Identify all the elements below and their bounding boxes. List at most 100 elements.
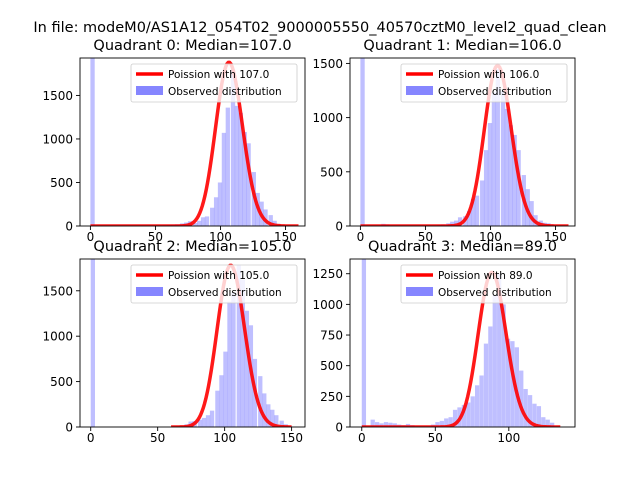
histogram-bar [483,150,489,226]
histogram-bar [501,304,506,427]
histogram-bar [550,422,555,427]
histogram-bar [505,338,511,427]
histogram-bar [230,69,236,226]
histogram-bar [461,404,467,427]
histogram-bar [545,419,550,427]
subplot-title: Quadrant 0: Median=107.0 [93,38,291,54]
histogram-bar [488,326,493,427]
histogram-bar [246,143,251,226]
histogram-bar [529,201,534,226]
histogram-bar [470,396,475,427]
y-tick-label: 1000 [42,330,73,344]
plot-area [359,58,569,226]
y-tick-label: 1500 [42,89,73,103]
y-tick-label: 1000 [312,111,343,125]
x-tick-label: 50 [418,230,433,244]
legend-label-fit: Poission with 105.0 [168,270,269,282]
histogram-bar [492,294,497,427]
x-tick-label: 100 [479,230,502,244]
histogram-bar [262,393,267,427]
y-tick-label: 0 [335,220,343,234]
histogram-bar [470,198,476,226]
y-tick-label: 500 [50,176,73,190]
legend-box [130,63,298,103]
legend-box [130,264,298,304]
y-tick-label: 250 [320,390,343,404]
histogram-bar [508,125,513,226]
y-tick-label: 1000 [312,298,343,312]
legend-label-observed: Observed distribution [438,287,552,299]
histogram-bar [90,58,95,226]
x-tick-label: 0 [87,431,95,445]
x-tick-label: 100 [209,230,232,244]
histogram-bar [209,410,215,427]
histogram-bar [210,207,215,226]
poisson-fit-line [89,60,299,226]
histogram-bar [487,123,493,226]
histogram-bar [466,402,471,427]
histogram-bar [223,351,228,427]
histogram-bar [497,273,502,427]
legend: Poission with 107.0 Observed distribution [130,63,298,103]
axes-frame [79,57,306,227]
histogram-bar [361,259,367,427]
legend-label-fit: Poission with 106.0 [438,69,539,81]
y-tick-label: 1000 [42,132,73,146]
plot-area [361,259,561,427]
x-tick-label: 0 [358,431,366,445]
histogram-bar [268,215,273,226]
histogram-bar [274,415,279,427]
legend-swatch-observed [406,86,433,95]
histogram-bar [483,343,489,427]
y-tick-label: 500 [50,375,73,389]
legend: Poission with 89.0 Observed distribution [400,264,568,304]
x-tick-label: 0 [357,230,365,244]
histogram-bar [266,404,271,427]
histogram-bar [532,403,537,427]
histogram-bar [244,310,250,427]
x-tick-label: 0 [87,230,95,244]
histogram-bar [452,409,458,427]
subplot-title: Quadrant 1: Median=106.0 [363,38,561,54]
histogram-bar [523,388,528,427]
subplot-title: Quadrant 3: Median=89.0 [368,239,557,255]
x-tick-label: 50 [148,230,163,244]
histogram-bar [512,134,517,226]
axes-frame [349,258,576,428]
x-tick-label: 150 [274,230,297,244]
histogram-bar [467,210,472,226]
histogram-bar [231,292,236,427]
histogram-bar [234,105,240,226]
y-tick-label: 1250 [312,267,343,281]
legend-label-observed: Observed distribution [168,86,282,98]
x-tick-label: 100 [497,431,520,445]
legend-label-observed: Observed distribution [168,287,282,299]
x-tick-label: 50 [150,431,165,445]
x-tick-label: 150 [544,230,567,244]
histogram-bar [444,418,449,427]
legend-box [400,63,568,103]
histogram-bar [221,132,227,226]
legend-swatch-observed [406,287,433,296]
plot-area [90,259,293,427]
histogram-bar [388,422,393,427]
histogram-bar [201,417,207,427]
y-tick-label: 0 [65,220,73,234]
histogram-bar [454,220,459,226]
legend-label-fit: Poission with 89.0 [438,270,533,282]
histogram-bar [536,406,542,427]
histogram-bar [475,385,480,427]
plot-area [89,58,299,226]
legend-label-observed: Observed distribution [438,86,552,98]
legend-label-fit: Poission with 107.0 [168,69,269,81]
y-tick-label: 500 [320,165,343,179]
histogram-bar [193,222,198,226]
figure-suptitle: In file: modeM0/AS1A12_054T02_9000005550… [33,20,606,36]
histogram-bar [392,423,397,427]
histogram-bar [500,90,506,226]
histogram-bar [370,419,375,427]
y-tick-label: 500 [320,359,343,373]
histogram-bar [197,419,203,427]
